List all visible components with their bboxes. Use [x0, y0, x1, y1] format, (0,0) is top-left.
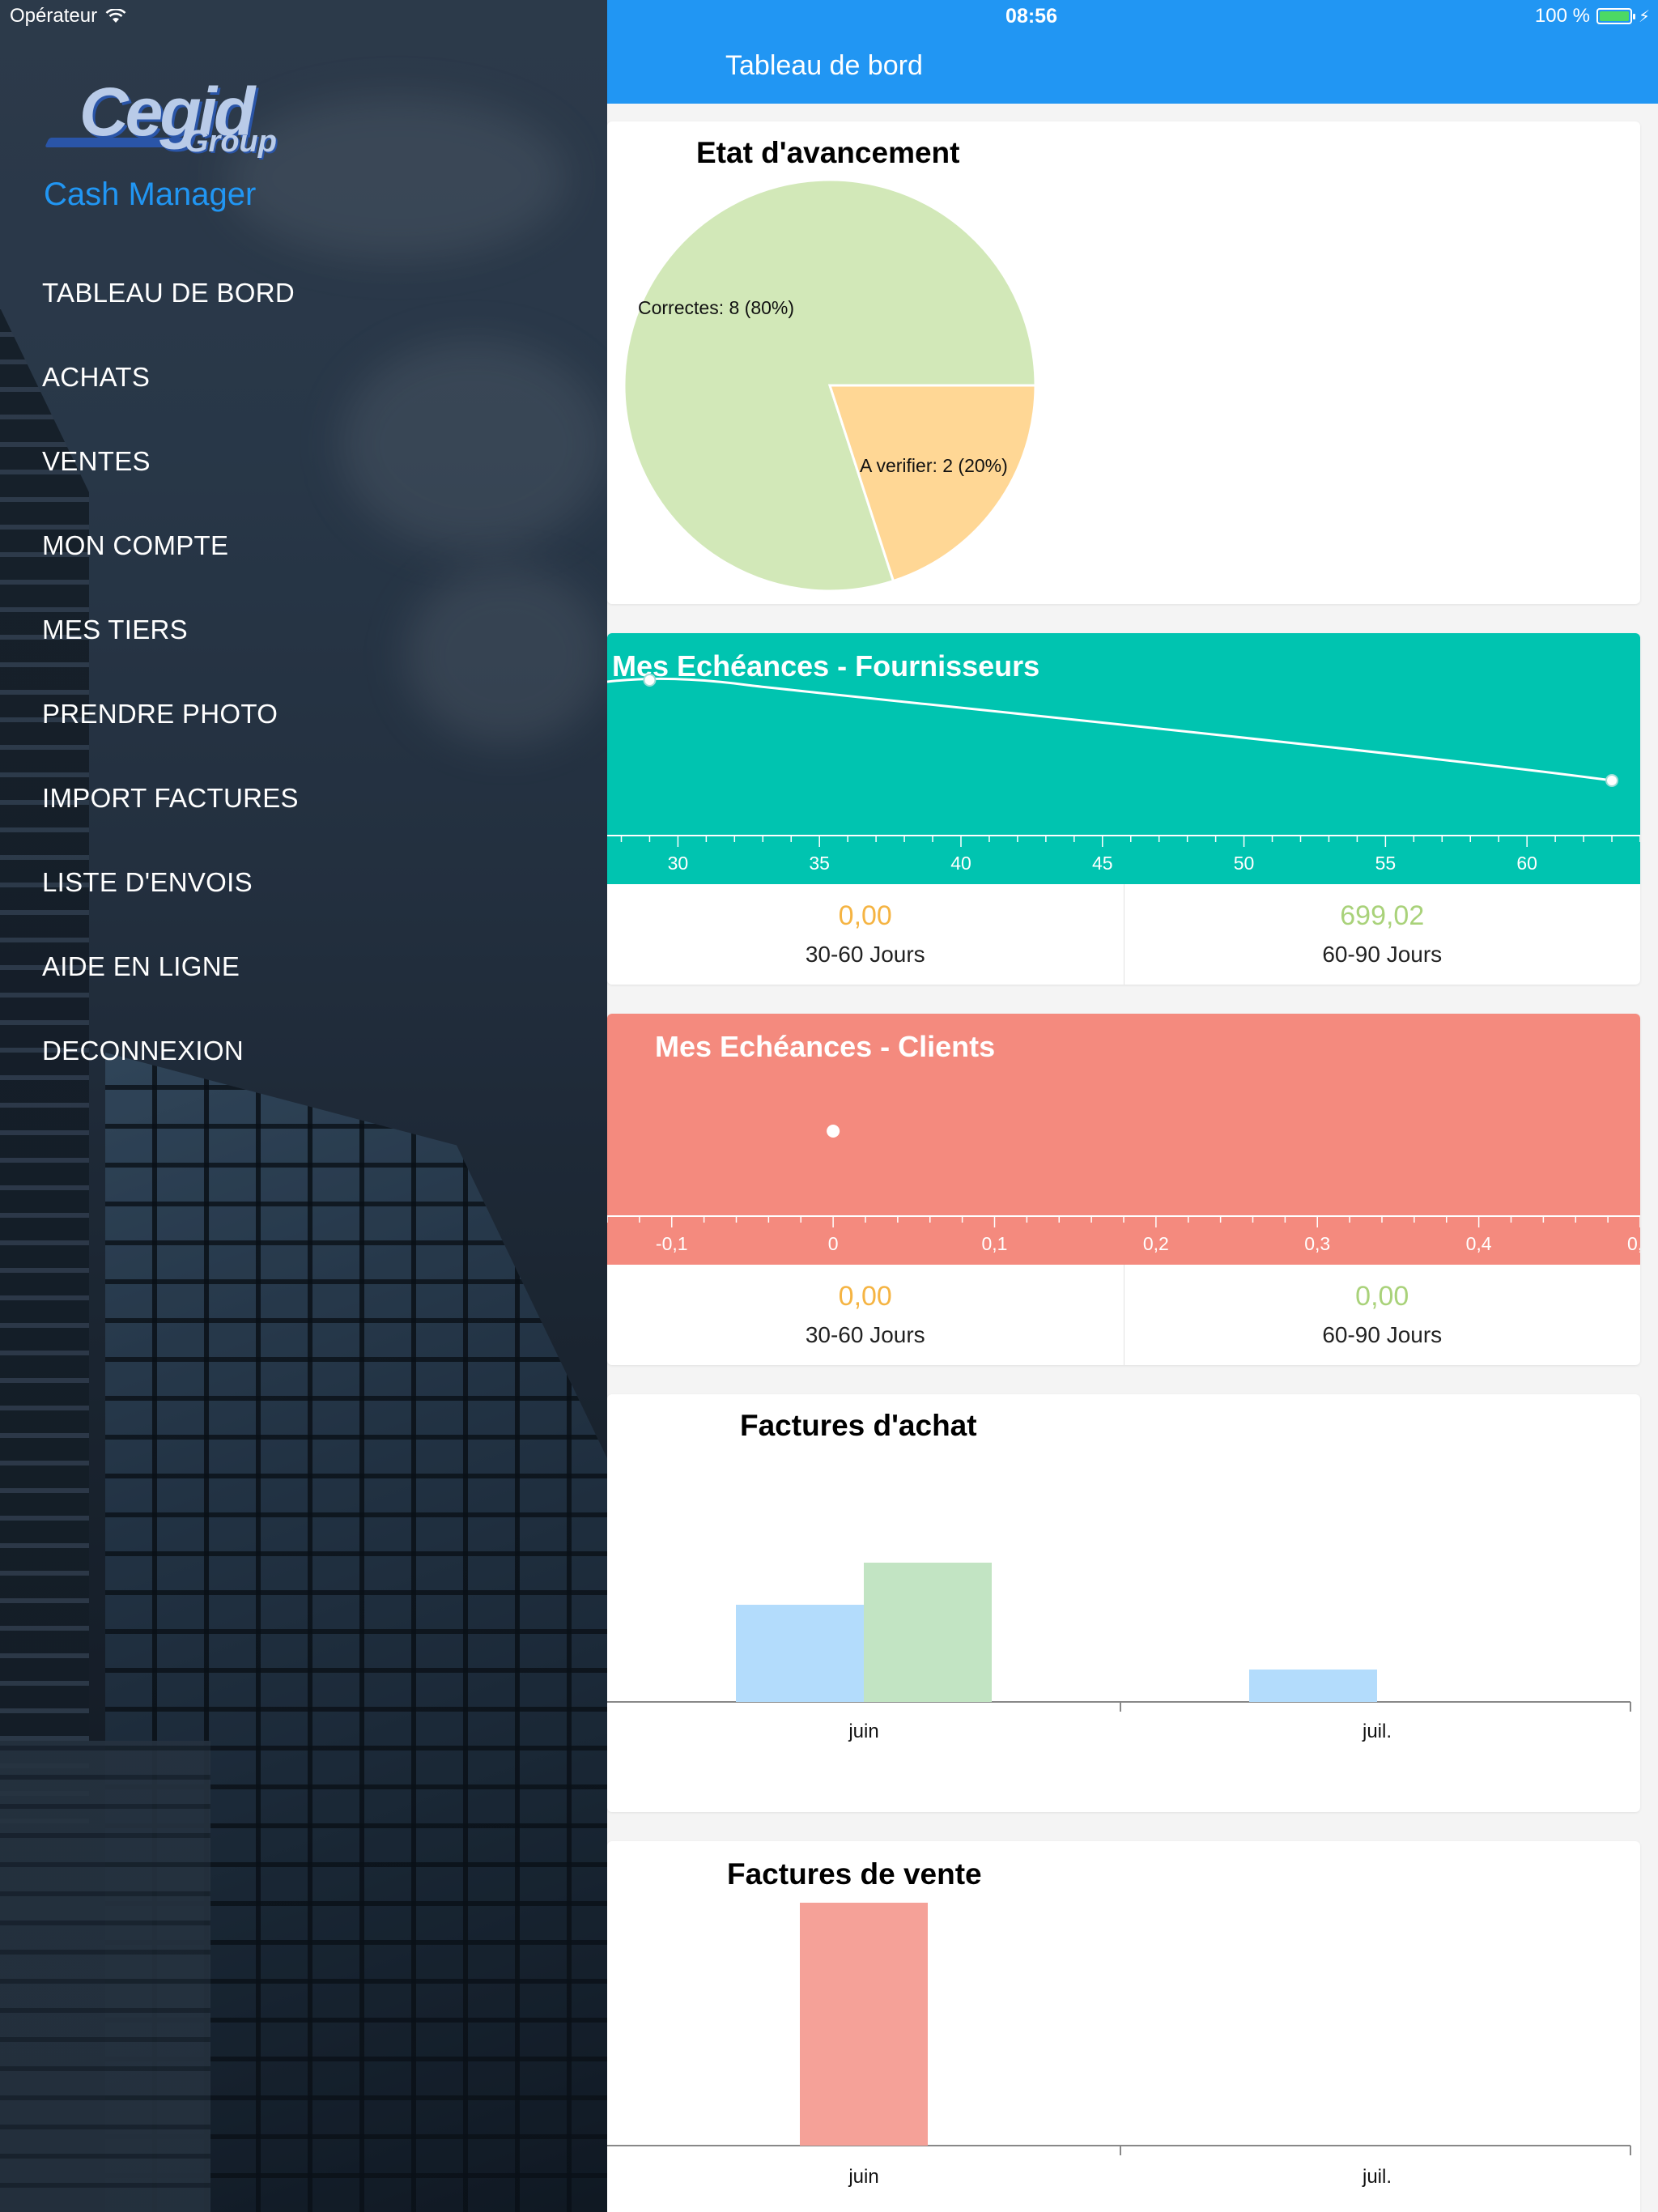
- category-label: juil.: [1362, 2166, 1392, 2188]
- amount-label: 60-90 Jours: [1322, 1322, 1443, 1347]
- x-tick-label: 40: [950, 853, 971, 874]
- logo-brand: Cegid: [79, 74, 255, 150]
- vente-title: Factures de vente: [727, 1857, 982, 1891]
- fournisseurs-card[interactable]: Mes Echéances - Fournisseurs 30 35 40 45 50 5…: [607, 633, 1640, 985]
- x-tick-label: 30: [668, 853, 689, 874]
- menu-item-mon-compte[interactable]: MON COMPTE: [42, 530, 229, 560]
- menu-item-liste-envois[interactable]: LISTE D'ENVOIS: [42, 867, 253, 897]
- amount-label: 30-60 Jours: [805, 1322, 925, 1347]
- x-tick-label: 45: [1092, 853, 1113, 874]
- cegid-logo: Cegid Group: [39, 74, 282, 159]
- fournisseurs-line-chart: 30 35 40 45 50 55 60: [607, 674, 1640, 874]
- pie-slice[interactable]: [827, 384, 1037, 583]
- fournisseurs-amounts: 0,00 30-60 Jours 699,02 60-90 Jours: [607, 884, 1640, 985]
- x-tick-label: 0,1: [982, 1233, 1008, 1254]
- menu-item-prendre-photo[interactable]: PRENDRE PHOTO: [42, 699, 278, 729]
- amount-value: 0,00: [838, 1281, 892, 1312]
- menu-item-tableau-de-bord[interactable]: TABLEAU DE BORD: [42, 278, 295, 308]
- clients-amount-30-60[interactable]: 0,00 30-60 Jours: [607, 1265, 1124, 1365]
- background-overlay: [0, 0, 607, 2212]
- amount-label: 30-60 Jours: [805, 942, 925, 967]
- dashboard-main: 08:56 100 % ⚡ Tableau de bord Etat d'ava…: [607, 0, 1658, 2212]
- background-building: [0, 1741, 210, 2212]
- clients-title: Mes Echéances - Clients: [655, 1030, 996, 1063]
- clients-amount-60-90[interactable]: 0,00 60-90 Jours: [1123, 1265, 1641, 1365]
- category-label: juin: [848, 1721, 878, 1742]
- status-time: 08:56: [1005, 5, 1057, 28]
- vente-bar-chart: juin juil.: [607, 1903, 1631, 2188]
- menu-item-aide-en-ligne[interactable]: AIDE EN LIGNE: [42, 951, 240, 981]
- x-tick-label: 0: [828, 1233, 839, 1254]
- x-tick-label: 55: [1375, 853, 1397, 874]
- fournisseurs-chart-area: Mes Echéances - Fournisseurs 30 35 40 45 50 5…: [607, 633, 1640, 884]
- wifi-icon: [105, 9, 126, 23]
- etat-pie-chart: Correctes: 8 (80%) A verifier: 2 (20%): [623, 178, 1037, 593]
- menu-item-achats[interactable]: ACHATS: [42, 362, 151, 392]
- data-point[interactable]: [827, 1125, 840, 1138]
- achat-card[interactable]: Factures d'achat juin juil.: [607, 1394, 1640, 1812]
- app-name: Cash Manager: [44, 177, 257, 212]
- clients-scatter-chart: -0,1 0 0,1 0,2 0,3 0,4 0,5: [607, 1125, 1640, 1254]
- carrier-label: Opérateur: [10, 5, 98, 27]
- status-bar-carrier: Opérateur: [10, 5, 126, 28]
- page-title: Tableau de bord: [725, 50, 923, 81]
- etat-title: Etat d'avancement: [696, 136, 960, 169]
- background-cloud: [340, 340, 607, 551]
- pie-label-verifier: A verifier: 2 (20%): [860, 455, 1008, 476]
- x-tick-label: 0,4: [1466, 1233, 1492, 1254]
- amount-value: 0,00: [1355, 1281, 1409, 1312]
- logo-sub: Group: [185, 125, 277, 159]
- fournisseurs-title: Mes Echéances - Fournisseurs: [612, 649, 1040, 683]
- series-line: [607, 678, 1613, 782]
- background-cloud: [405, 567, 607, 745]
- x-tick-label: 35: [809, 853, 830, 874]
- achat-bar-chart: juin juil.: [607, 1563, 1631, 1742]
- category-label: juin: [848, 2166, 878, 2188]
- charging-icon: ⚡: [1638, 7, 1650, 26]
- background-cloud: [227, 97, 567, 259]
- bar[interactable]: [736, 1605, 864, 1702]
- pie-slice[interactable]: [623, 178, 1037, 593]
- data-point[interactable]: [643, 674, 657, 687]
- x-tick-label: 60: [1516, 853, 1537, 874]
- etat-card[interactable]: Etat d'avancement Correctes: 8 (80%) A ve…: [607, 121, 1640, 604]
- battery-icon: [1596, 8, 1635, 24]
- bar[interactable]: [1249, 1670, 1377, 1702]
- category-label: juil.: [1362, 1721, 1392, 1742]
- battery-percent: 100 %: [1534, 5, 1590, 27]
- clients-card[interactable]: Mes Echéances - Clients -0,1 0 0,1 0,2 0,3 0,…: [607, 1014, 1640, 1365]
- x-tick-label: -0,1: [656, 1233, 688, 1254]
- menu-item-ventes[interactable]: VENTES: [42, 446, 151, 476]
- bar[interactable]: [800, 1903, 928, 2146]
- background-building: [0, 308, 89, 1846]
- amount-value: 0,00: [838, 900, 892, 931]
- menu-item-mes-tiers[interactable]: MES TIERS: [42, 615, 188, 644]
- pie-label-correctes: Correctes: 8 (80%): [638, 297, 794, 318]
- achat-title: Factures d'achat: [740, 1409, 977, 1442]
- amount-label: 60-90 Jours: [1322, 942, 1443, 967]
- x-tick-label: 0,5: [1627, 1233, 1640, 1254]
- side-menu: TABLEAU DE BORD ACHATS VENTES MON COMPTE…: [42, 267, 299, 1109]
- amount-value: 699,02: [1340, 900, 1425, 931]
- menu-item-import-factures[interactable]: IMPORT FACTURES: [42, 783, 299, 813]
- bar[interactable]: [864, 1563, 992, 1702]
- status-battery: 100 % ⚡: [1535, 5, 1650, 28]
- fournisseurs-amount-60-90[interactable]: 699,02 60-90 Jours: [1123, 884, 1641, 985]
- menu-item-deconnexion[interactable]: DECONNEXION: [42, 1036, 244, 1066]
- clients-amounts: 0,00 30-60 Jours 0,00 60-90 Jours: [607, 1265, 1640, 1365]
- app-bar: 08:56 100 % ⚡ Tableau de bord: [607, 0, 1658, 104]
- fournisseurs-amount-30-60[interactable]: 0,00 30-60 Jours: [607, 884, 1124, 985]
- clients-chart-area: Mes Echéances - Clients -0,1 0 0,1 0,2 0,3 0,…: [607, 1014, 1640, 1265]
- x-tick-label: 0,2: [1143, 1233, 1169, 1254]
- vente-card[interactable]: Factures de vente juin juil.: [607, 1841, 1640, 2212]
- data-point[interactable]: [1605, 774, 1619, 787]
- x-tick-label: 50: [1234, 853, 1255, 874]
- side-drawer: Opérateur Cegid Group Cash Manager TABLE…: [0, 0, 607, 2212]
- x-tick-label: 0,3: [1304, 1233, 1330, 1254]
